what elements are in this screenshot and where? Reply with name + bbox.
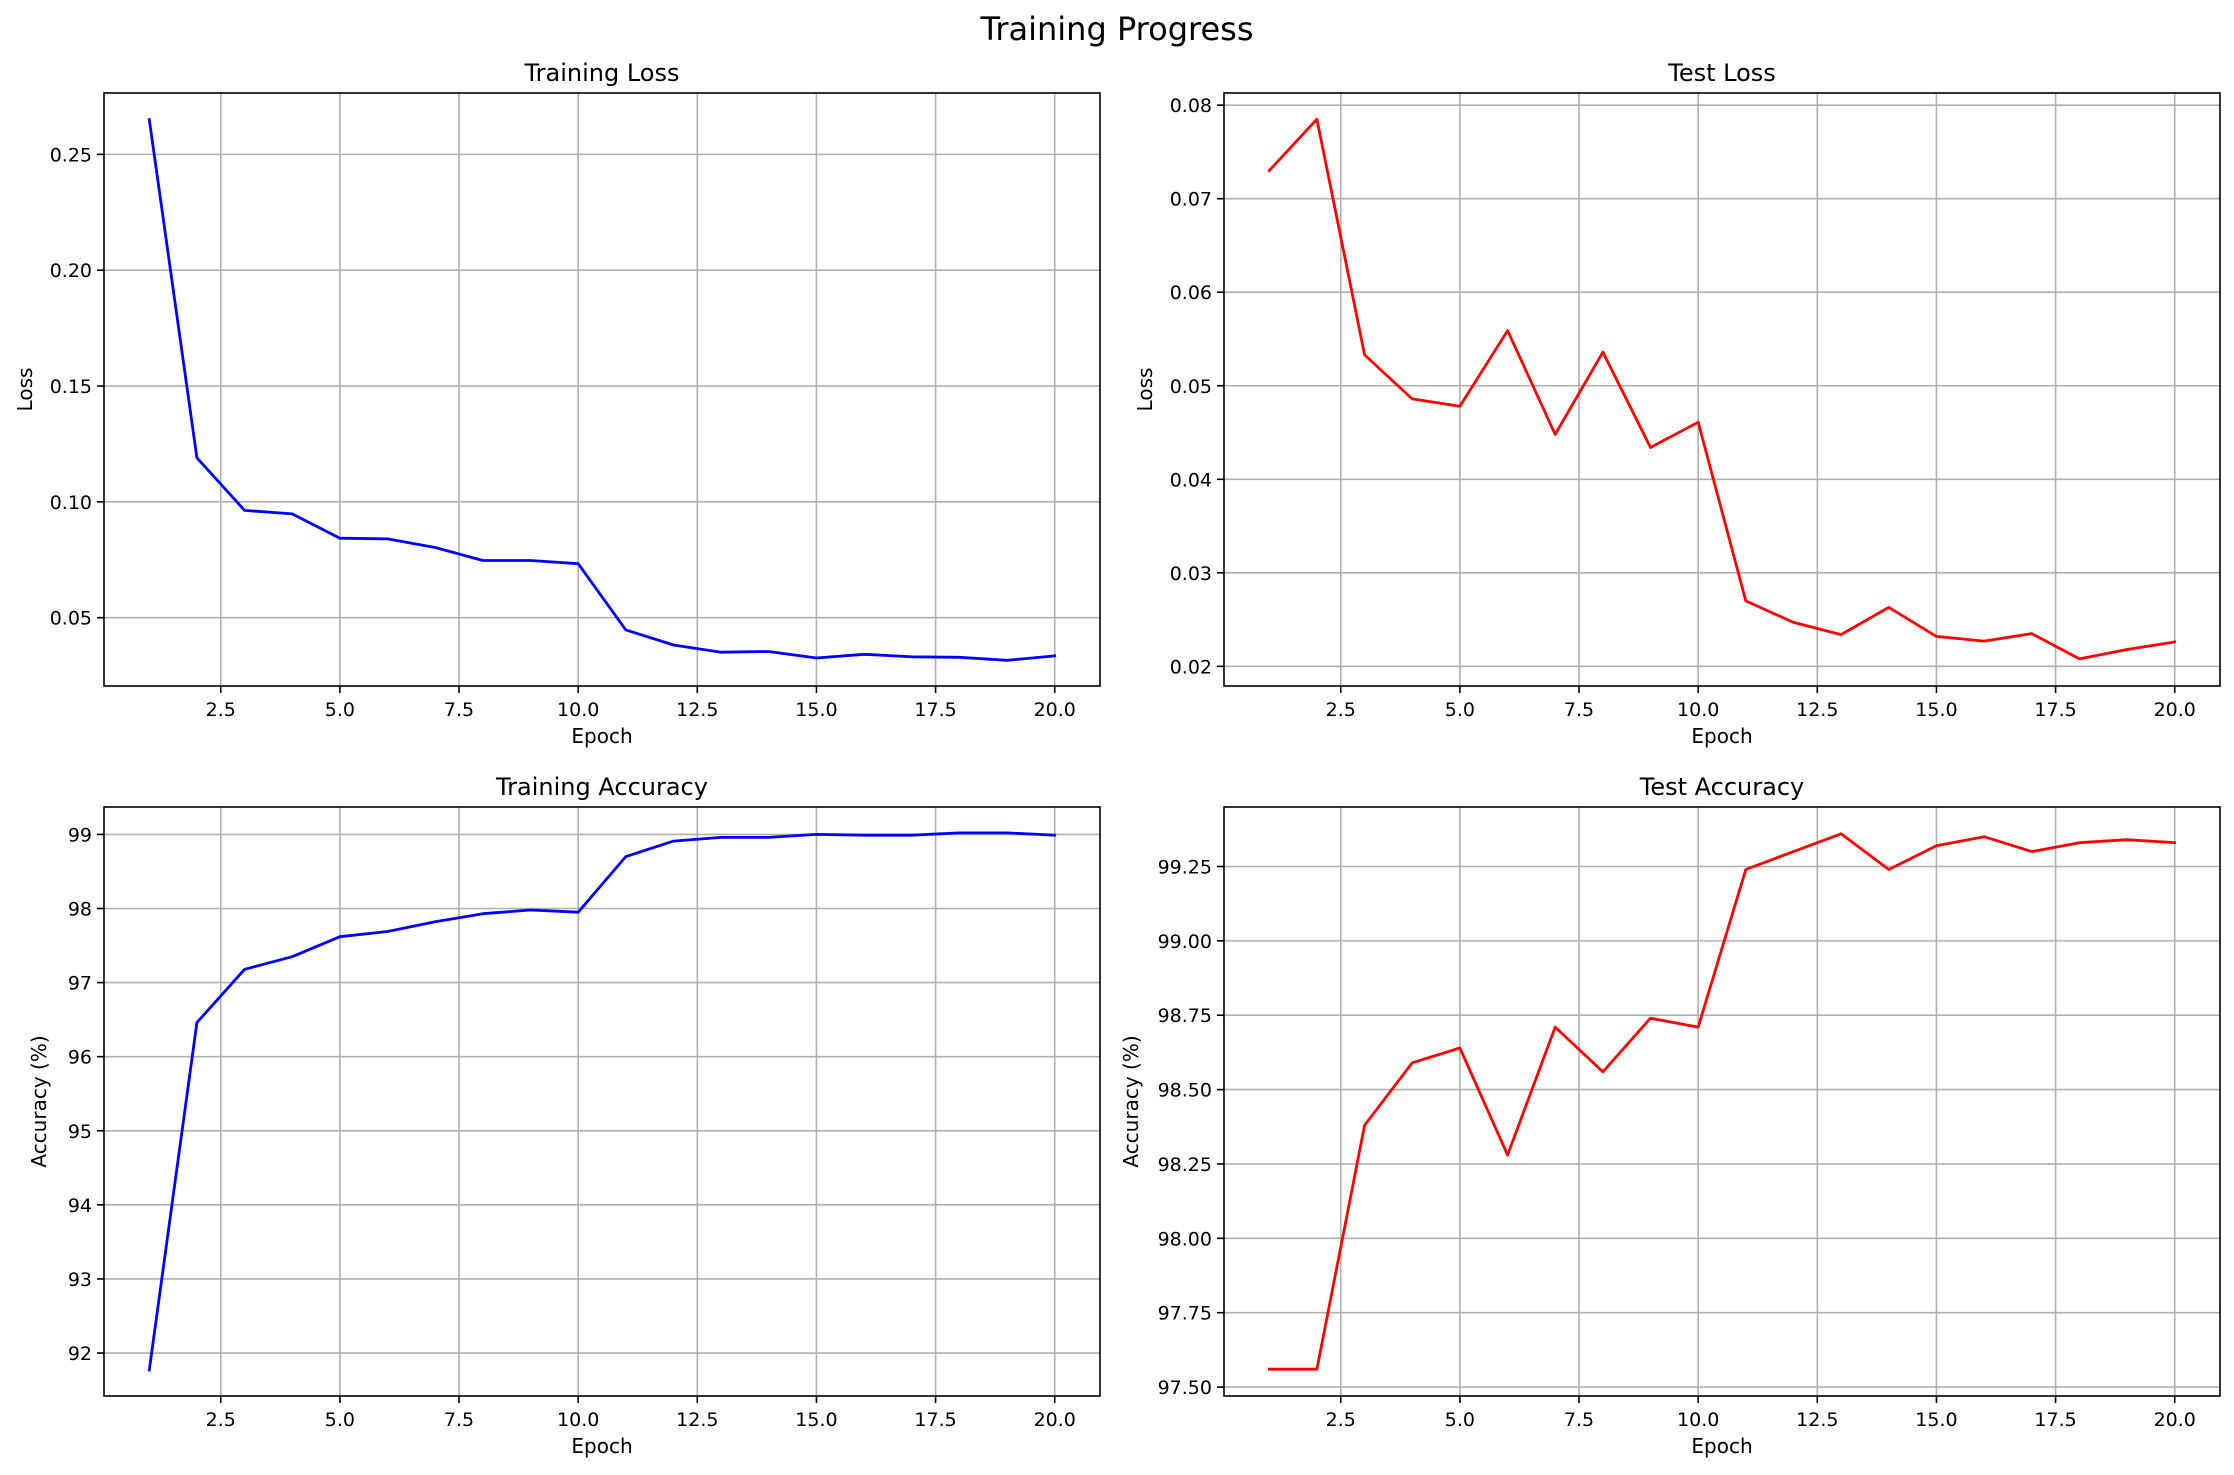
y-tick-label: 98.50 [1158,1080,1212,1102]
y-tick-label: 0.08 [1170,95,1212,117]
test-loss-x-axis-label: Epoch [1691,724,1752,748]
training-accuracy-title: Training Accuracy [495,773,708,801]
x-tick-label: 2.5 [206,699,236,721]
y-tick-label: 0.05 [1170,376,1212,398]
y-tick-label: 94 [68,1195,92,1217]
x-tick-label: 7.5 [444,1409,474,1431]
y-tick-label: 99 [68,824,92,846]
x-tick-label: 12.5 [1796,1409,1838,1431]
training-accuracy-y-axis-label: Accuracy (%) [27,1035,51,1167]
y-tick-label: 99.00 [1158,931,1212,953]
x-tick-label: 10.0 [557,1409,599,1431]
test-accuracy-y-axis-label: Accuracy (%) [1119,1035,1143,1167]
x-tick-label: 7.5 [1564,1409,1594,1431]
x-tick-label: 5.0 [325,1409,355,1431]
test-loss-series-line [1267,117,2177,661]
figure-title: Training Progress [980,10,1254,48]
y-tick-label: 0.04 [1170,469,1212,491]
x-tick-label: 17.5 [914,1409,956,1431]
x-tick-label: 5.0 [1445,699,1475,721]
x-tick-label: 20.0 [1034,1409,1076,1431]
y-tick-label: 97.75 [1158,1303,1212,1325]
y-tick-label: 0.20 [50,260,92,282]
training-loss-chart: 2.5 5.0 7.5 10.0 12.5 15.0 17.5 20.0 0.05 0.10 0.1… [13,59,1101,748]
training-accuracy-series-line [147,831,1057,1372]
y-tick-label: 0.15 [50,376,92,398]
x-tick-label: 5.0 [1445,1409,1475,1431]
x-tick-label: 20.0 [2154,1409,2196,1431]
x-tick-label: 17.5 [2034,1409,2076,1431]
training-loss-x-axis-label: Epoch [571,724,632,748]
x-tick-label: 10.0 [1677,699,1719,721]
x-tick-label: 17.5 [2034,699,2076,721]
x-tick-label: 15.0 [1915,699,1957,721]
y-tick-label: 98.00 [1158,1228,1212,1250]
y-tick-label: 0.03 [1170,563,1212,585]
x-tick-label: 15.0 [1915,1409,1957,1431]
x-tick-label: 17.5 [914,699,956,721]
y-tick-label: 98 [68,899,92,921]
training-loss-series-line [147,118,1057,662]
x-tick-label: 10.0 [1677,1409,1719,1431]
x-tick-label: 7.5 [1564,699,1594,721]
training-loss-title: Training Loss [524,59,680,87]
x-tick-label: 2.5 [1326,699,1356,721]
x-tick-label: 12.5 [676,1409,718,1431]
test-accuracy-axes-frame [1223,806,2221,1397]
test-accuracy-title: Test Accuracy [1639,773,1804,801]
x-tick-label: 2.5 [206,1409,236,1431]
training-accuracy-axes-frame [103,806,1101,1397]
y-tick-label: 0.06 [1170,282,1212,304]
training-loss-axes-frame [103,92,1101,687]
y-tick-label: 0.07 [1170,189,1212,211]
test-loss-y-axis-label: Loss [1133,368,1157,412]
y-tick-label: 98.25 [1158,1154,1212,1176]
test-loss-chart: 2.5 5.0 7.5 10.0 12.5 15.0 17.5 20.0 0.02 0.03 0.0… [1133,59,2221,748]
training-loss-y-axis-label: Loss [13,368,37,412]
x-tick-label: 7.5 [444,699,474,721]
training-accuracy-chart: 2.5 5.0 7.5 10.0 12.5 15.0 17.5 20.0 92 93 94 95 96 9… [27,773,1101,1458]
y-tick-label: 0.05 [50,608,92,630]
y-tick-label: 99.25 [1158,856,1212,878]
test-accuracy-series-line [1267,832,2177,1371]
x-tick-label: 12.5 [676,699,718,721]
y-tick-label: 98.75 [1158,1005,1212,1027]
test-accuracy-chart: 2.5 5.0 7.5 10.0 12.5 15.0 17.5 20.0 97.50 97.75 9… [1119,773,2221,1458]
x-tick-label: 2.5 [1326,1409,1356,1431]
y-tick-label: 97 [68,973,92,995]
x-tick-label: 20.0 [2154,699,2196,721]
y-tick-label: 96 [68,1047,92,1069]
x-tick-label: 5.0 [325,699,355,721]
y-tick-label: 93 [68,1269,92,1291]
x-tick-label: 15.0 [795,1409,837,1431]
x-tick-label: 10.0 [557,699,599,721]
y-tick-label: 0.10 [50,492,92,514]
y-tick-label: 95 [68,1121,92,1143]
y-tick-label: 97.50 [1158,1377,1212,1399]
test-loss-axes-frame [1223,92,2221,687]
y-tick-label: 0.25 [50,144,92,166]
y-tick-label: 92 [68,1343,92,1365]
training-accuracy-x-axis-label: Epoch [571,1434,632,1458]
x-tick-label: 15.0 [795,699,837,721]
test-accuracy-x-axis-label: Epoch [1691,1434,1752,1458]
x-tick-label: 20.0 [1034,699,1076,721]
x-tick-label: 12.5 [1796,699,1838,721]
y-tick-label: 0.02 [1170,656,1212,678]
test-loss-title: Test Loss [1667,59,1776,87]
